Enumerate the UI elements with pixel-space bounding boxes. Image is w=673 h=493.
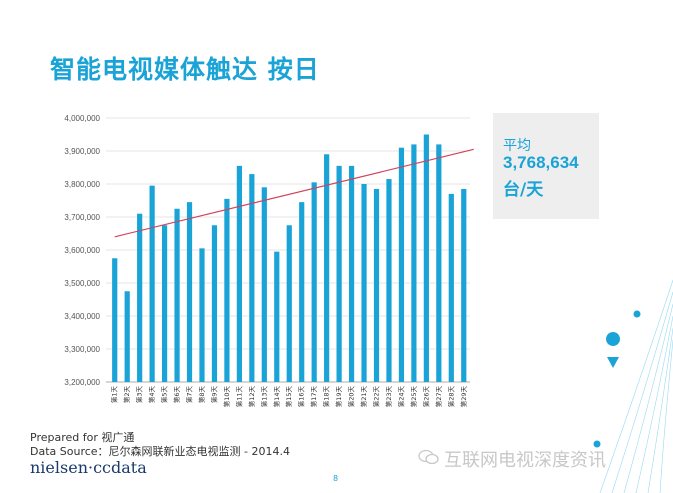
x-tick-label: 第13天 [259, 386, 268, 408]
watermark-text: 互联网电视深度资讯 [444, 450, 606, 471]
x-tick-label: 第5天 [160, 386, 169, 404]
x-tick-label: 第28天 [446, 386, 455, 408]
x-tick-label: 第1天 [110, 386, 119, 404]
x-tick-label: 第8天 [197, 386, 206, 404]
bar [361, 184, 367, 382]
bar [199, 248, 205, 382]
bar [299, 202, 305, 382]
prepared-for-text: Prepared for 视广通 [30, 431, 135, 444]
x-tick-label: 第18天 [322, 386, 331, 408]
x-tick-label: 第26天 [421, 386, 430, 408]
y-tick-label: 3,600,000 [64, 246, 100, 255]
bar [448, 193, 454, 382]
bar [411, 144, 417, 382]
page-number: 8 [333, 474, 339, 483]
y-tick-label: 3,800,000 [64, 180, 100, 189]
y-tick-label: 3,700,000 [64, 213, 100, 222]
page-title: 智能电视媒体触达 按日 [50, 55, 320, 84]
nielsen-ccdata-logo: nielsen·ccdata [30, 458, 147, 477]
x-tick-label: 第25天 [409, 386, 418, 408]
wechat-icon [418, 449, 439, 465]
x-tick-label: 第12天 [247, 386, 256, 408]
bar [461, 188, 467, 382]
bar [211, 225, 218, 382]
x-tick-label: 第27天 [434, 386, 443, 408]
bar [124, 291, 130, 382]
x-tick-label: 第22天 [372, 386, 381, 408]
bar [398, 147, 405, 382]
x-tick-label: 第15天 [284, 386, 293, 408]
bar [112, 258, 118, 382]
average-box: 平均 3,768,634 台/天 [493, 113, 599, 219]
bar [137, 213, 143, 382]
average-value: 3,768,634 [503, 153, 579, 172]
x-tick-label: 第6天 [172, 386, 181, 404]
bar [336, 165, 342, 382]
x-tick-label: 第3天 [135, 386, 144, 404]
bar [286, 225, 292, 382]
y-tick-label: 3,300,000 [64, 345, 100, 354]
x-tick-label: 第19天 [334, 386, 343, 408]
bar [249, 174, 255, 382]
x-tick-label: 第14天 [272, 386, 281, 408]
x-tick-label: 第11天 [234, 386, 243, 408]
bar [261, 187, 267, 382]
bar [348, 165, 355, 382]
x-tick-label: 第23天 [384, 386, 393, 408]
trend-line [114, 148, 474, 238]
average-unit: 台/天 [503, 180, 544, 200]
bar [274, 251, 280, 382]
y-tick-label: 3,900,000 [64, 147, 100, 156]
x-tick-label: 第10天 [222, 386, 231, 408]
x-tick-label: 第2天 [122, 386, 131, 404]
x-tick-label: 第9天 [209, 386, 218, 404]
x-tick-label: 第4天 [147, 386, 156, 404]
bar [373, 188, 380, 382]
bar [311, 182, 317, 382]
bar [236, 165, 242, 382]
x-tick-label: 第16天 [297, 386, 306, 408]
average-label: 平均 [503, 138, 531, 154]
bar [386, 179, 392, 382]
x-tick-label: 第17天 [309, 386, 318, 408]
y-tick-label: 4,000,000 [64, 114, 100, 123]
bar [174, 208, 180, 382]
data-source-text: Data Source：尼尔森网联新业态电视监测 - 2014.4 [30, 445, 290, 458]
y-tick-label: 3,200,000 [64, 378, 100, 387]
x-tick-label: 第20天 [347, 386, 356, 408]
y-tick-label: 3,500,000 [64, 279, 100, 288]
bar [161, 225, 168, 382]
bar [324, 154, 330, 382]
bar [149, 185, 155, 382]
y-tick-label: 3,400,000 [64, 312, 100, 321]
bar [224, 198, 230, 382]
x-tick-label: 第24天 [396, 386, 405, 408]
bar [186, 202, 193, 382]
x-tick-label: 第7天 [185, 386, 194, 404]
x-tick-label: 第29天 [459, 386, 468, 408]
bar [423, 134, 429, 382]
bar [436, 144, 442, 382]
x-tick-label: 第21天 [359, 386, 368, 408]
